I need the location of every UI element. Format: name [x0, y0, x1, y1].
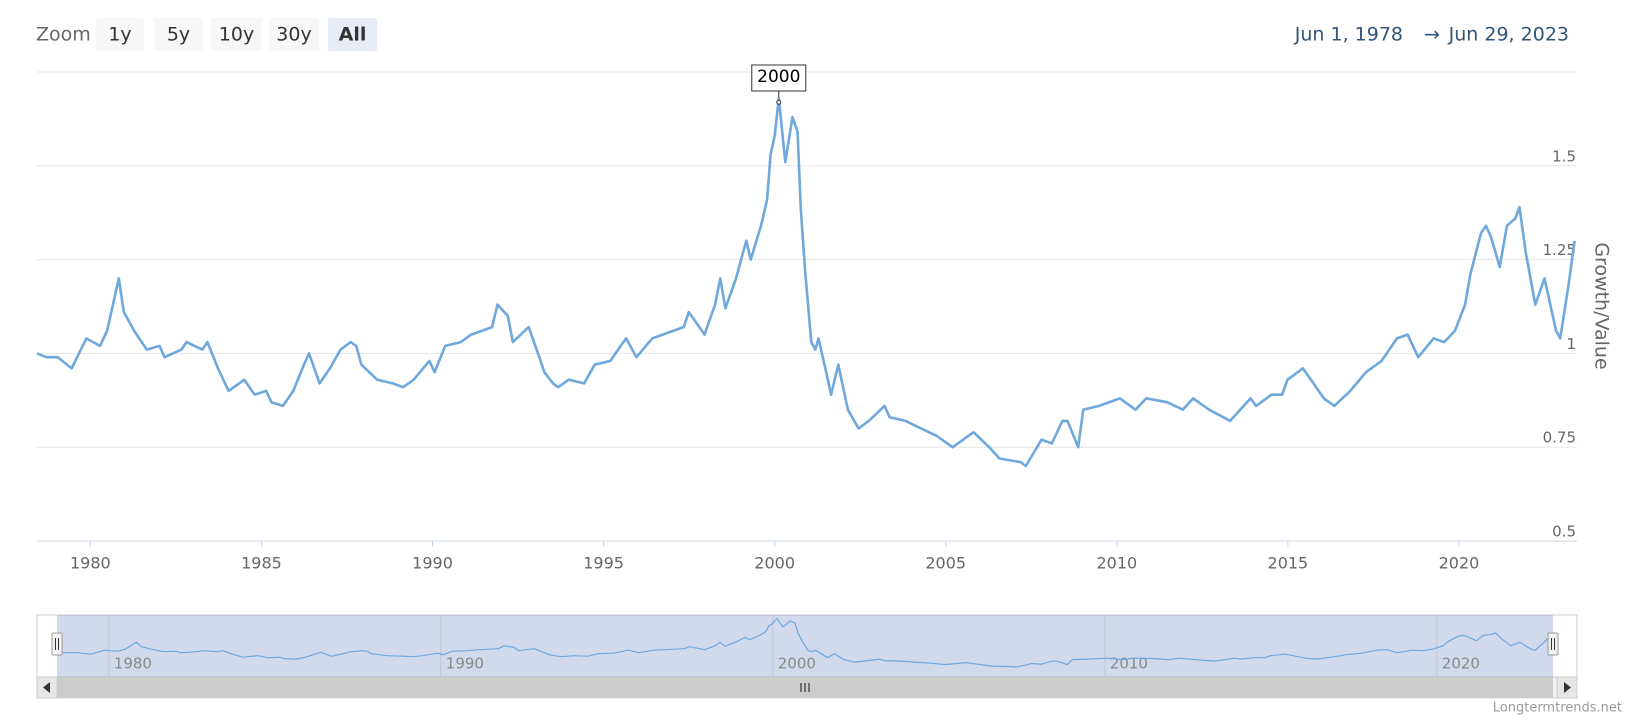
- zoom-button[interactable]: [96, 18, 144, 51]
- x-tick-label: 2020: [1439, 554, 1480, 573]
- scroll-right-arrow: [1564, 682, 1571, 693]
- navigator-outline: [36, 614, 1578, 678]
- credit[interactable]: Longtermtrends.net: [1493, 701, 1622, 716]
- x-tick-label: 2005: [925, 554, 966, 573]
- navigator-tick-label: 1980: [114, 655, 152, 673]
- navigator-tick-label: 2010: [1110, 655, 1148, 673]
- x-tick-label: 1980: [70, 554, 111, 573]
- x-tick-label: 2015: [1268, 554, 1309, 573]
- navigator-tick-label: 2000: [778, 655, 816, 673]
- zoom-button-label: All: [339, 24, 367, 46]
- x-tick-label: 1995: [583, 554, 624, 573]
- zoom-button[interactable]: [154, 18, 203, 51]
- x-tick-label: 2010: [1096, 554, 1137, 573]
- y-tick-label: 0.5: [1552, 523, 1576, 541]
- zoom-button[interactable]: [211, 18, 262, 51]
- x-tick-label: 1990: [412, 554, 453, 573]
- navigator-handle-grip: [1551, 638, 1555, 650]
- y-tick-label: 1.5: [1552, 147, 1576, 165]
- y-tick-label: 0.75: [1543, 429, 1576, 447]
- zoom-button[interactable]: [269, 18, 319, 51]
- series-line: [36, 97, 1576, 468]
- y-tick-label: 1.25: [1543, 241, 1576, 259]
- flag-box: [751, 64, 807, 92]
- zoom-button-label: 30y: [276, 24, 311, 46]
- navigator-line: [56, 617, 1550, 668]
- x-tick-label: 1985: [241, 554, 282, 573]
- navigator-tick-label: 1990: [446, 655, 484, 673]
- range-arrow: →: [1424, 24, 1440, 46]
- range-to[interactable]: Jun 29, 2023: [1448, 24, 1569, 46]
- y-tick-label: 1: [1566, 335, 1576, 353]
- navigator-handle[interactable]: [51, 632, 63, 656]
- zoom-button[interactable]: [328, 18, 377, 51]
- zoom-button-label: 5y: [167, 24, 190, 46]
- y-axis-title: Growth/Value: [1591, 242, 1613, 369]
- zoom-label: Zoom: [36, 24, 91, 46]
- range-from[interactable]: Jun 1, 1978: [1294, 24, 1403, 46]
- scroll-grip: [800, 683, 810, 692]
- flag-point: [776, 99, 782, 105]
- scroll-left-arrow: [43, 682, 50, 693]
- zoom-button-label: 10y: [219, 24, 254, 46]
- x-tick-label: 2000: [754, 554, 795, 573]
- flag-label: 2000: [757, 67, 800, 87]
- navigator-handle[interactable]: [1547, 632, 1559, 656]
- navigator-handle-grip: [55, 638, 59, 650]
- navigator-tick-label: 2020: [1442, 655, 1480, 673]
- zoom-button-label: 1y: [108, 24, 131, 46]
